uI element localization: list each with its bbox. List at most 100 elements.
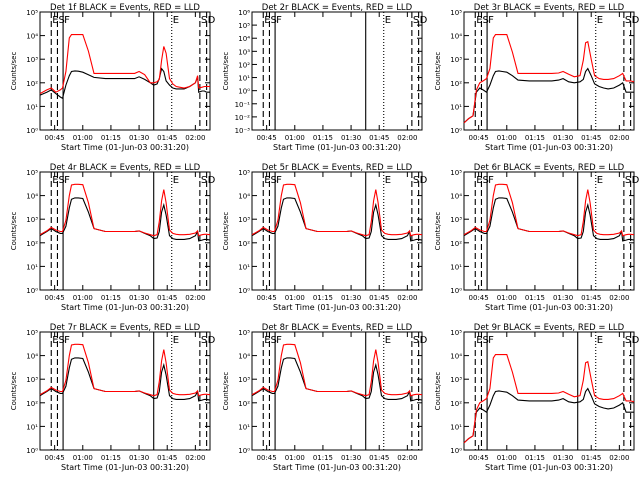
y-tick-label: 10⁰ [26,447,38,455]
y-axis-label: Counts/sec [10,212,18,251]
y-axis-label: Counts/sec [10,372,18,411]
x-tick-label: 01:00 [285,454,305,462]
x-tick-label: 01:30 [341,294,361,302]
x-tick-label: 02:00 [609,294,629,302]
x-tick-label: 00:45 [257,454,277,462]
y-tick-label: 10³ [26,216,38,224]
y-axis-label: Counts/sec [434,52,442,91]
event-marker-label: E [52,15,58,26]
y-tick-label: 10⁵ [450,329,462,337]
y-tick-label: 10⁵ [26,329,38,337]
plot-frame [251,331,423,451]
event-marker-label: S [201,175,207,186]
plot-frame [39,331,211,451]
x-axis-label: Start Time (01-Jun-03 00:31:20) [273,463,401,472]
events-series-line [463,67,634,124]
y-tick-label: 10⁵ [26,9,38,17]
y-tick-label: 10³ [450,376,462,384]
y-tick-label: 10⁻³ [235,127,251,135]
panel-title: Det 4r BLACK = Events, RED = LLD [50,163,201,173]
panel-title: Det 3r BLACK = Events, RED = LLD [474,3,625,13]
event-marker-label: S [482,175,488,186]
y-axis-label: Counts/sec [222,212,230,251]
x-tick-label: 01:45 [157,454,177,462]
lld-series-line [39,343,211,397]
panel-1: Det 1f BLACK = Events, RED = LLD Counts/s… [10,3,216,152]
y-tick-label: 10² [238,240,250,248]
event-marker-label: D [632,15,640,26]
event-marker-label: E [173,335,179,346]
event-marker-label: E [385,175,391,186]
y-tick-label: 10⁵ [450,169,462,177]
y-tick-label: 10⁵ [26,169,38,177]
y-tick-label: 10² [450,80,462,88]
panel-title: Det 9r BLACK = Events, RED = LLD [474,323,625,333]
y-tick-label: 10⁴ [450,33,462,41]
plot-frame [463,331,635,451]
x-axis-label: Start Time (01-Jun-03 00:31:20) [61,303,189,312]
x-tick-label: 01:45 [157,294,177,302]
x-axis-label: Start Time (01-Jun-03 00:31:20) [485,463,613,472]
x-tick-label: 01:45 [581,134,601,142]
x-tick-label: 02:00 [397,294,417,302]
x-tick-label: 02:00 [397,134,417,142]
event-marker-label: F [488,175,494,186]
x-axis-label: Start Time (01-Jun-03 00:31:20) [485,143,613,152]
x-tick-label: 01:15 [313,294,333,302]
event-marker-label: E [476,335,482,346]
y-axis-label: Counts/sec [222,52,230,91]
y-tick-label: 10⁴ [238,35,250,43]
y-tick-label: 10³ [26,376,38,384]
panel-2: Det 2r BLACK = Events, RED = LLD Counts/s… [222,3,428,152]
y-tick-label: 10⁵ [238,22,250,30]
x-tick-label: 02:00 [185,294,205,302]
x-tick-label: 02:00 [609,454,629,462]
y-tick-label: 10⁵ [450,9,462,17]
x-tick-label: 01:15 [313,454,333,462]
x-tick-label: 01:15 [101,454,121,462]
y-tick-label: 10⁶ [238,9,250,17]
x-tick-label: 01:15 [313,134,333,142]
y-tick-label: 10¹ [450,103,462,111]
event-marker-label: S [625,175,631,186]
event-marker-label: E [597,15,603,26]
event-marker-label: E [597,335,603,346]
event-marker-label: E [52,175,58,186]
panel-9: Det 9r BLACK = Events, RED = LLD Counts/s… [434,323,640,472]
y-tick-label: 10³ [450,216,462,224]
x-tick-label: 01:15 [101,134,121,142]
y-axis-label: Counts/sec [434,372,442,411]
x-tick-label: 00:45 [45,134,65,142]
panel-3: Det 3r BLACK = Events, RED = LLD Counts/s… [434,3,640,152]
plot-frame [251,11,423,131]
y-tick-label: 10⁴ [450,353,462,361]
x-tick-label: 01:30 [553,294,573,302]
x-tick-label: 01:45 [369,454,389,462]
lld-series-line [39,34,210,95]
y-tick-label: 10¹ [26,263,38,271]
y-tick-label: 10⁵ [238,169,250,177]
event-marker-label: E [52,335,58,346]
event-marker-label: E [264,175,270,186]
plot-frame [463,171,635,291]
panel-8: Det 8r BLACK = Events, RED = LLD Counts/s… [222,323,428,472]
x-tick-label: 01:00 [497,294,517,302]
x-tick-label: 01:15 [525,454,545,462]
x-tick-label: 01:00 [497,134,517,142]
x-tick-label: 01:00 [285,134,305,142]
x-tick-label: 01:00 [73,134,93,142]
y-tick-label: 10³ [238,376,250,384]
y-tick-label: 10⁴ [238,353,250,361]
y-tick-label: 10⁴ [238,193,250,201]
event-marker-label: S [58,15,64,26]
event-marker-label: S [201,335,207,346]
panel-6: Det 6r BLACK = Events, RED = LLD Counts/s… [434,163,640,312]
x-tick-label: 01:30 [341,454,361,462]
event-marker-label: S [58,335,64,346]
events-series-line [39,197,211,242]
y-tick-label: 10⁰ [450,447,462,455]
y-tick-label: 10⁰ [450,127,462,135]
x-tick-label: 01:00 [497,454,517,462]
x-tick-label: 01:30 [553,454,573,462]
